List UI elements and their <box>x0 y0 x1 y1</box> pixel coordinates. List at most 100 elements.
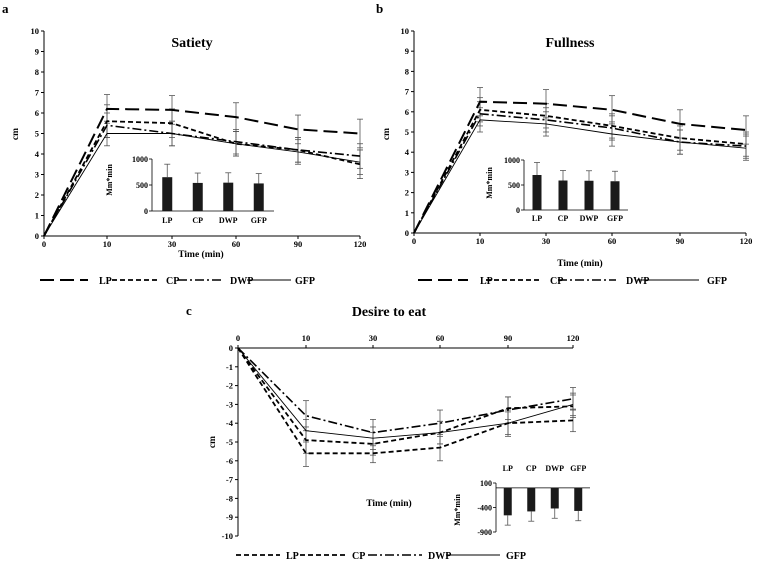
panel-a-inset-categories: LP CP DWP GFP <box>162 216 267 225</box>
c-y-tick-label: -5 <box>226 437 233 447</box>
legend-b-lp: LP <box>480 276 493 287</box>
c-inset-category-label: CP <box>526 464 537 473</box>
panel-letter-b: b <box>376 1 383 16</box>
c-y-tick-label: -8 <box>226 493 233 503</box>
panel-b-title: Fullness <box>545 36 595 51</box>
b-series-line-cp <box>413 108 747 234</box>
panel-c-inset-bars <box>503 487 583 526</box>
b-y-tick-label: 1 <box>405 208 409 218</box>
b-inset-y-tick-label: 1000 <box>504 156 520 165</box>
b-y-tick-label: 2 <box>405 188 409 198</box>
panel-b-inset-bars <box>532 162 620 210</box>
a-y-tick-label: 4 <box>35 149 40 159</box>
b-series-line-gfp <box>413 119 747 234</box>
a-inset-bar-cp <box>192 182 203 211</box>
legend-c-cp: CP <box>352 551 365 562</box>
c-y-tick-label: -1 <box>226 362 233 372</box>
panel-a-inset-y-ticks: 0 500 1000 <box>132 155 274 216</box>
c-inset-bar-dwp <box>550 487 559 509</box>
a-y-tick-label: 2 <box>35 190 39 200</box>
b-x-tick-label: 90 <box>676 236 685 246</box>
a-x-tick-label: 30 <box>168 239 177 249</box>
c-series-line-gfp <box>237 347 574 439</box>
legend-a-cp: CP <box>166 276 179 287</box>
panel-c-inset: Mm*min 100 -400 -900 LP CP DWP GFP <box>453 464 590 537</box>
legend-a-gfp: GFP <box>295 276 315 287</box>
panel-c: c Desire to eat cm Time (min) 0 -1 -2 -3 -4 -… <box>186 303 590 562</box>
a-y-tick-label: 0 <box>35 231 39 241</box>
panel-a-x-ticks: 0 10 30 60 90 120 <box>42 235 367 249</box>
panel-a-xlabel: Time (min) <box>178 249 223 260</box>
c-y-tick-label: -6 <box>226 456 233 466</box>
b-y-tick-label: 4 <box>405 147 410 157</box>
b-y-tick-label: 7 <box>405 87 410 97</box>
b-inset-bar-dwp <box>584 180 594 210</box>
panel-b-error-bars <box>477 87 749 161</box>
b-y-tick-label: 3 <box>405 167 409 177</box>
c-x-tick-label: 0 <box>236 333 240 343</box>
a-inset-bar-lp <box>162 177 173 211</box>
panel-c-y-ticks: 0 -1 -2 -3 -4 -5 -6 -7 -8 -9 -10 <box>222 343 239 541</box>
panel-a-inset-bars <box>162 163 264 211</box>
panel-c-inset-ylabel: Mm*min <box>453 494 462 526</box>
a-inset-category-label: GFP <box>251 216 267 225</box>
panel-a-legend: LP CP DWP GFP <box>40 276 315 287</box>
legend-c-dwp: DWP <box>428 551 451 562</box>
c-y-tick-label: -4 <box>226 418 234 428</box>
b-inset-category-label: LP <box>532 214 542 223</box>
b-inset-bar-lp <box>532 175 542 210</box>
a-inset-y-tick-label: 0 <box>144 207 148 216</box>
panel-c-ylabel: cm <box>208 436 218 448</box>
c-inset-bar-gfp <box>574 487 583 511</box>
c-series-line-lp <box>237 347 574 455</box>
a-x-tick-label: 0 <box>42 239 46 249</box>
c-y-tick-label: -3 <box>226 399 233 409</box>
a-y-tick-label: 8 <box>35 67 39 77</box>
legend-b-dwp: DWP <box>626 276 649 287</box>
a-inset-category-label: CP <box>192 216 203 225</box>
legend-a-dwp: DWP <box>230 276 253 287</box>
legend-c-lp: LP <box>286 551 299 562</box>
panel-c-legend: LP CP DWP GFP <box>236 551 526 562</box>
a-x-tick-label: 120 <box>354 239 367 249</box>
panel-b-inset: Mm*min 0 500 1000 LP CP DWP GFP <box>485 156 628 223</box>
b-y-tick-label: 5 <box>405 127 409 137</box>
panel-letter-a: a <box>2 1 9 16</box>
panel-a-series-lines <box>43 107 361 237</box>
c-x-tick-label: 120 <box>567 333 580 343</box>
legend-b-cp: CP <box>550 276 563 287</box>
panel-b-xlabel: Time (min) <box>557 258 602 269</box>
c-y-tick-label: -7 <box>226 475 234 485</box>
b-inset-bar-gfp <box>610 181 620 210</box>
a-x-tick-label: 90 <box>294 239 303 249</box>
b-x-tick-label: 10 <box>476 236 485 246</box>
a-x-tick-label: 60 <box>232 239 241 249</box>
b-x-tick-label: 0 <box>412 236 416 246</box>
c-inset-category-label: LP <box>503 464 513 473</box>
a-series-line-lp <box>43 107 361 237</box>
a-y-tick-label: 1 <box>35 211 39 221</box>
b-inset-bar-cp <box>558 180 568 210</box>
a-y-tick-label: 3 <box>35 170 39 180</box>
panel-a-title: Satiety <box>171 36 212 51</box>
panel-a-inset: Mm*min 0 500 1000 LP CP DWP GFP <box>105 155 274 225</box>
a-series-line-gfp <box>43 133 361 237</box>
c-inset-category-label: DWP <box>545 464 564 473</box>
panel-b-inset-ylabel: Mm*min <box>485 167 494 199</box>
b-inset-category-label: CP <box>558 214 569 223</box>
panel-a: a Satiety cm Time (min) 0 1 2 3 4 5 6 7 8 9 10 0 10… <box>2 1 366 287</box>
c-inset-category-label: GFP <box>570 464 586 473</box>
c-x-tick-label: 60 <box>436 333 445 343</box>
b-x-tick-label: 120 <box>740 236 753 246</box>
b-inset-y-tick-label: 0 <box>516 206 520 215</box>
panel-b: b Fullness cm Time (min) 0 1 2 3 4 5 6 7 8 9 10 0 1… <box>376 1 752 287</box>
b-y-tick-label: 0 <box>405 228 409 238</box>
panel-b-inset-categories: LP CP DWP GFP <box>532 214 623 223</box>
a-x-tick-label: 10 <box>103 239 112 249</box>
panel-letter-c: c <box>186 303 192 318</box>
c-x-tick-label: 90 <box>504 333 513 343</box>
panel-c-error-bars <box>303 387 576 467</box>
c-x-tick-label: 10 <box>302 333 311 343</box>
a-series-line-cp <box>43 120 361 237</box>
